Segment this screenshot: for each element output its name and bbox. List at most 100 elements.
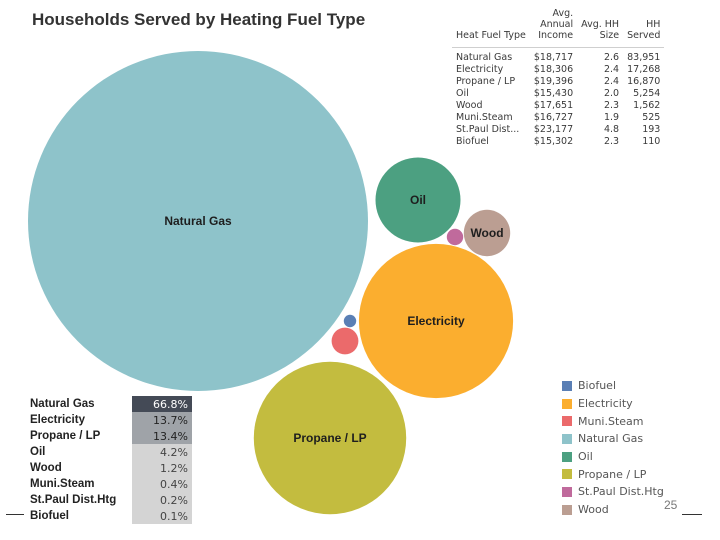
stats-cell-income: $23,177	[533, 124, 574, 135]
share-fuel-name: St.Paul Dist.Htg	[26, 492, 132, 508]
stats-cell-fuel: St.Paul Dist...	[456, 124, 520, 135]
stats-row: Propane / LP $19,396 2.4 16,870	[452, 76, 664, 88]
share-fuel-name: Natural Gas	[26, 396, 132, 412]
share-percent: 66.8%	[132, 396, 192, 412]
legend-swatch	[562, 416, 572, 427]
bubble-label-wood: Wood	[470, 226, 503, 240]
share-row: Natural Gas 66.8%	[26, 396, 192, 412]
stats-cell-size: 2.4	[603, 64, 620, 75]
stats-row: Wood $17,651 2.3 1,562	[452, 100, 664, 112]
legend-label: Wood	[578, 503, 609, 517]
stats-cell-fuel: Wood	[456, 100, 483, 111]
legend-swatch	[562, 451, 572, 462]
stats-cell-served: 193	[642, 124, 661, 135]
chart-title: Households Served by Heating Fuel Type	[32, 10, 366, 29]
legend-item-st-paul-dist-htg: St.Paul Dist.Htg	[562, 483, 664, 501]
stats-cell-income: $18,306	[533, 64, 574, 75]
legend-item-electricity: Electricity	[562, 395, 664, 413]
stats-cell-size: 2.0	[603, 88, 620, 99]
share-body: Natural Gas 66.8% Electricity 13.7% Propane …	[26, 396, 192, 524]
bubble-st-paul-dist-htg[interactable]	[446, 228, 464, 246]
bubble-muni-steam[interactable]	[331, 327, 359, 355]
share-table: Natural Gas 66.8% Electricity 13.7% Propane …	[26, 396, 192, 524]
share-row: Biofuel 0.1%	[26, 508, 192, 524]
share-percent: 4.2%	[132, 444, 192, 460]
stats-header-income: Avg. Annual Income	[529, 8, 578, 48]
stats-row: St.Paul Dist... $23,177 4.8 193	[452, 124, 664, 136]
share-fuel-name: Biofuel	[26, 508, 132, 524]
bubble-electricity[interactable]	[358, 243, 514, 399]
stats-header-row: Heat Fuel Type Avg. Annual Income Avg. H…	[452, 8, 665, 48]
legend-swatch	[562, 380, 572, 391]
stats-body: Natural Gas $18,717 2.6 83,951 Electricity $1…	[452, 48, 664, 149]
stats-cell-served: 1,562	[633, 100, 661, 111]
legend-label: Biofuel	[578, 379, 617, 393]
page-number: 25	[664, 498, 678, 512]
bubble-natural-gas[interactable]	[28, 51, 368, 391]
stats-cell-size: 2.3	[603, 100, 620, 111]
stats-cell-served: 5,254	[633, 88, 661, 99]
legend-item-wood: Wood	[562, 501, 664, 519]
legend-swatch	[562, 398, 572, 409]
share-row: St.Paul Dist.Htg 0.2%	[26, 492, 192, 508]
legend: Biofuel Electricity Muni.Steam Natural Gas O…	[562, 377, 664, 519]
share-fuel-name: Electricity	[26, 412, 132, 428]
stats-cell-served: 17,268	[627, 64, 661, 75]
share-percent: 0.2%	[132, 492, 192, 508]
legend-label: Electricity	[578, 397, 633, 411]
share-percent: 1.2%	[132, 460, 192, 476]
share-row: Oil 4.2%	[26, 444, 192, 460]
legend-label: Muni.Steam	[578, 414, 644, 428]
stats-header-served: HH Served	[623, 8, 665, 48]
share-fuel-name: Wood	[26, 460, 132, 476]
share-row: Electricity 13.7%	[26, 412, 192, 428]
stats-cell-fuel: Propane / LP	[456, 76, 516, 87]
footer-rule-right	[682, 514, 702, 515]
stats-header-size: Avg. HH Size	[577, 8, 624, 48]
stats-cell-income: $18,717	[533, 52, 574, 63]
fuel-stats-table: Heat Fuel Type Avg. Annual Income Avg. H…	[452, 8, 665, 149]
stats-cell-income: $15,430	[533, 88, 574, 99]
bubble-biofuel[interactable]	[343, 314, 357, 328]
stats-cell-fuel: Muni.Steam	[456, 112, 513, 123]
stats-cell-served: 83,951	[627, 52, 661, 63]
stats-cell-size: 2.6	[603, 52, 620, 63]
bubble-wood[interactable]	[463, 209, 511, 257]
share-fuel-name: Muni.Steam	[26, 476, 132, 492]
share-percent: 13.4%	[132, 428, 192, 444]
share-percent: 0.1%	[132, 508, 192, 524]
stats-cell-fuel: Natural Gas	[456, 52, 513, 63]
legend-item-natural-gas: Natural Gas	[562, 430, 664, 448]
legend-label: Oil	[578, 450, 593, 464]
legend-item-muni-steam: Muni.Steam	[562, 412, 664, 430]
share-row: Propane / LP 13.4%	[26, 428, 192, 444]
stats-header-fuel: Heat Fuel Type	[452, 8, 530, 48]
share-percent: 0.4%	[132, 476, 192, 492]
bubble-label-natural-gas: Natural Gas	[164, 214, 232, 228]
bubble-propane-lp[interactable]	[253, 361, 407, 515]
share-fuel-name: Oil	[26, 444, 132, 460]
stats-cell-income: $16,727	[533, 112, 574, 123]
stats-row: Oil $15,430 2.0 5,254	[452, 88, 664, 100]
stats-cell-size: 2.3	[603, 136, 620, 147]
legend-item-oil: Oil	[562, 448, 664, 466]
share-row: Wood 1.2%	[26, 460, 192, 476]
bubble-oil[interactable]	[375, 157, 461, 243]
legend-label: Propane / LP	[578, 467, 647, 481]
stats-row: Biofuel $15,302 2.3 110	[452, 136, 664, 148]
stats-cell-served: 525	[642, 112, 661, 123]
stats-cell-income: $17,651	[533, 100, 574, 111]
stats-cell-fuel: Biofuel	[456, 136, 489, 147]
legend-item-biofuel: Biofuel	[562, 377, 664, 395]
legend-label: St.Paul Dist.Htg	[578, 485, 664, 499]
share-row: Muni.Steam 0.4%	[26, 476, 192, 492]
legend-swatch	[562, 486, 572, 497]
share-fuel-name: Propane / LP	[26, 428, 132, 444]
legend-item-propane-lp: Propane / LP	[562, 465, 664, 483]
legend-swatch	[562, 433, 572, 444]
stats-cell-income: $19,396	[533, 76, 574, 87]
stats-row: Electricity $18,306 2.4 17,268	[452, 64, 664, 76]
legend-swatch	[562, 504, 572, 515]
stats-cell-size: 1.9	[603, 112, 620, 123]
